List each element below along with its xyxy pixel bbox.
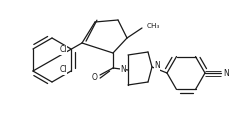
Text: O: O [92, 72, 98, 82]
Text: N: N [223, 68, 229, 77]
Text: CH₃: CH₃ [147, 23, 160, 29]
Text: Cl: Cl [59, 65, 67, 75]
Text: N: N [154, 61, 160, 71]
Text: N: N [120, 65, 126, 75]
Text: Cl: Cl [59, 45, 67, 54]
